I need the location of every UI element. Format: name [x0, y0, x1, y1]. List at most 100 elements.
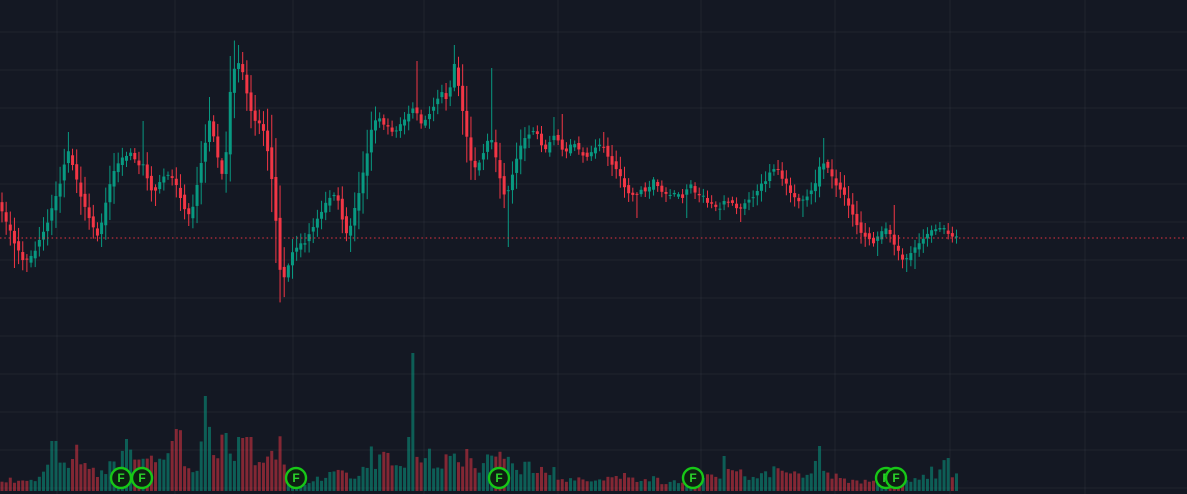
candle-body	[934, 229, 938, 232]
candle-body	[676, 194, 680, 197]
candle-body	[295, 247, 299, 252]
candle-body	[95, 228, 99, 236]
earnings-marker[interactable]: F	[284, 466, 308, 490]
earnings-marker-circle[interactable]	[130, 466, 154, 490]
volume-bar	[216, 458, 220, 491]
volume-bar	[95, 476, 99, 491]
volume-bar	[739, 469, 743, 491]
volume-bar	[930, 466, 934, 491]
candle-body	[448, 87, 452, 97]
candle-body	[170, 176, 174, 178]
volume-bar	[540, 466, 543, 491]
candle-body	[581, 152, 585, 156]
volume-bar	[842, 478, 846, 491]
candle-body	[278, 217, 282, 270]
volume-bar	[50, 441, 54, 491]
volume-bar	[315, 476, 319, 491]
candle-body	[726, 201, 730, 203]
candle-body	[490, 140, 494, 143]
volume-bar	[340, 470, 344, 491]
volume-bar	[664, 484, 668, 491]
earnings-marker[interactable]: F	[681, 466, 705, 490]
volume-bar	[75, 444, 79, 491]
earnings-marker[interactable]: F	[884, 466, 908, 490]
volume-bar	[735, 471, 739, 491]
candle-body	[199, 163, 203, 183]
candle-body	[685, 189, 689, 195]
candle-body	[286, 265, 290, 278]
candle-body	[386, 125, 390, 127]
candle-body	[531, 131, 535, 133]
candle-body	[635, 193, 639, 195]
volume-bar	[378, 454, 382, 491]
candle-body	[523, 138, 527, 149]
volume-bar	[307, 483, 311, 491]
volume-bar	[154, 462, 158, 491]
volume-bar	[793, 471, 797, 491]
candle-body	[805, 196, 809, 201]
earnings-marker[interactable]: F	[487, 466, 511, 490]
volume-bar	[46, 464, 50, 491]
candle-body	[336, 195, 340, 201]
candle-body	[477, 162, 481, 171]
volume-bar	[58, 462, 62, 491]
volume-bar	[917, 479, 921, 491]
volume-bar	[21, 480, 25, 491]
volume-bar	[656, 477, 660, 491]
candle-body	[905, 258, 909, 260]
candle-body	[112, 170, 116, 187]
candle-body	[776, 169, 780, 171]
volume-bar	[784, 472, 788, 491]
candle-body	[469, 137, 473, 161]
volume-bar	[336, 469, 340, 491]
volume-bar	[465, 449, 469, 491]
volume-bar	[54, 441, 58, 491]
candle-body	[12, 230, 16, 244]
candle-body	[419, 114, 423, 124]
volume-bar	[386, 452, 390, 491]
earnings-marker[interactable]: F	[109, 466, 133, 490]
candle-body	[955, 236, 958, 238]
candle-body	[261, 124, 265, 131]
volume-bar	[37, 476, 41, 491]
candle-body	[315, 218, 319, 228]
candle-body	[361, 172, 365, 194]
candle-body	[58, 183, 62, 197]
earnings-marker-circle[interactable]	[284, 466, 308, 490]
volume-bar	[660, 484, 664, 491]
candle-body	[54, 196, 58, 211]
volume-bar	[457, 462, 460, 491]
earnings-marker-circle[interactable]	[681, 466, 705, 490]
volume-bar	[357, 475, 361, 491]
candle-body	[187, 208, 191, 215]
volume-bar	[398, 466, 402, 491]
volume-bar	[905, 480, 909, 491]
candle-body	[859, 222, 863, 233]
volume-bar	[830, 478, 834, 491]
volume-bar	[125, 439, 128, 491]
candle-body	[436, 98, 440, 105]
volume-bar	[303, 484, 307, 491]
candle-body	[486, 140, 490, 152]
candle-body	[589, 152, 593, 157]
earnings-marker-circle[interactable]	[884, 466, 908, 490]
volume-bar	[531, 472, 535, 491]
volume-bar	[623, 472, 626, 491]
candle-body	[228, 91, 232, 155]
candle-body	[515, 158, 519, 173]
candle-body	[120, 157, 124, 165]
volume-bar	[432, 468, 436, 491]
earnings-marker[interactable]: F	[130, 466, 154, 490]
candle-body	[780, 170, 784, 179]
volume-bar	[718, 478, 722, 491]
earnings-marker-circle[interactable]	[487, 466, 511, 490]
volume-bar	[183, 466, 187, 491]
candle-body	[884, 228, 888, 235]
candle-body	[374, 120, 377, 131]
volume-bar	[946, 458, 950, 491]
earnings-marker-label: F	[292, 471, 299, 485]
volume-bar	[813, 460, 817, 491]
volume-bar	[419, 462, 423, 491]
volume-bar	[643, 479, 647, 491]
